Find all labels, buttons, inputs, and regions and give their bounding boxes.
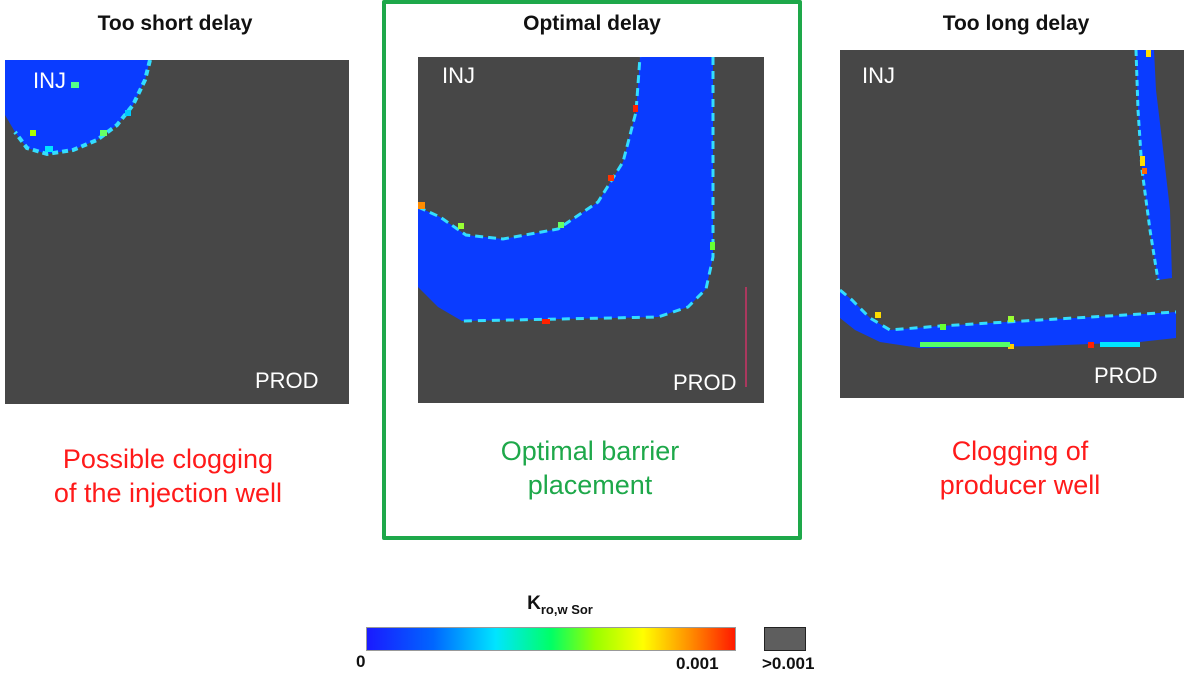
gray-swatch xyxy=(764,627,806,651)
barrier-plume-optimal xyxy=(418,57,747,387)
legend-title-sub: ro,w Sor xyxy=(540,601,593,617)
inj-label-optimal: INJ xyxy=(442,63,475,88)
legend-title: Kro,w Sor xyxy=(500,593,620,617)
panel-title-long: Too long delay xyxy=(942,12,1090,35)
caption-optimal-line2: placement xyxy=(527,470,653,500)
legend-title-main: K xyxy=(527,593,541,614)
barrier-plume-long xyxy=(840,50,1177,349)
panel-title-optimal: Optimal delay xyxy=(523,12,661,35)
gray-swatch-label: >0.001 xyxy=(762,654,815,673)
colorbar-min-label: 0 xyxy=(356,652,366,671)
inj-label-long: INJ xyxy=(862,63,895,88)
caption-short-line2: of the injection well xyxy=(53,478,283,508)
saturation-map-optimal: INJ PROD xyxy=(418,57,764,403)
prod-label-optimal: PROD xyxy=(673,370,737,395)
panel-title-short: Too short delay xyxy=(97,12,253,35)
caption-long-line2: producer well xyxy=(939,470,1101,500)
colorbar xyxy=(366,627,736,651)
inj-label-short: INJ xyxy=(33,68,66,93)
saturation-map-short: INJ PROD xyxy=(5,60,349,404)
caption-short-line1: Possible clogging xyxy=(62,444,274,474)
colorbar-max-label: 0.001 xyxy=(676,654,719,673)
saturation-map-long: INJ PROD xyxy=(840,50,1184,398)
caption-optimal-line1: Optimal barrier xyxy=(500,436,680,466)
barrier-plume-short xyxy=(5,60,152,157)
prod-label-short: PROD xyxy=(255,368,319,393)
caption-long-line1: Clogging of xyxy=(951,436,1089,466)
optimal-highlight-frame xyxy=(382,0,802,540)
caption-optimal: Optimal barrier placement xyxy=(420,434,760,502)
caption-short: Possible clogging of the injection well xyxy=(0,442,338,510)
caption-long: Clogging of producer well xyxy=(850,434,1190,502)
prod-label-long: PROD xyxy=(1094,363,1158,388)
